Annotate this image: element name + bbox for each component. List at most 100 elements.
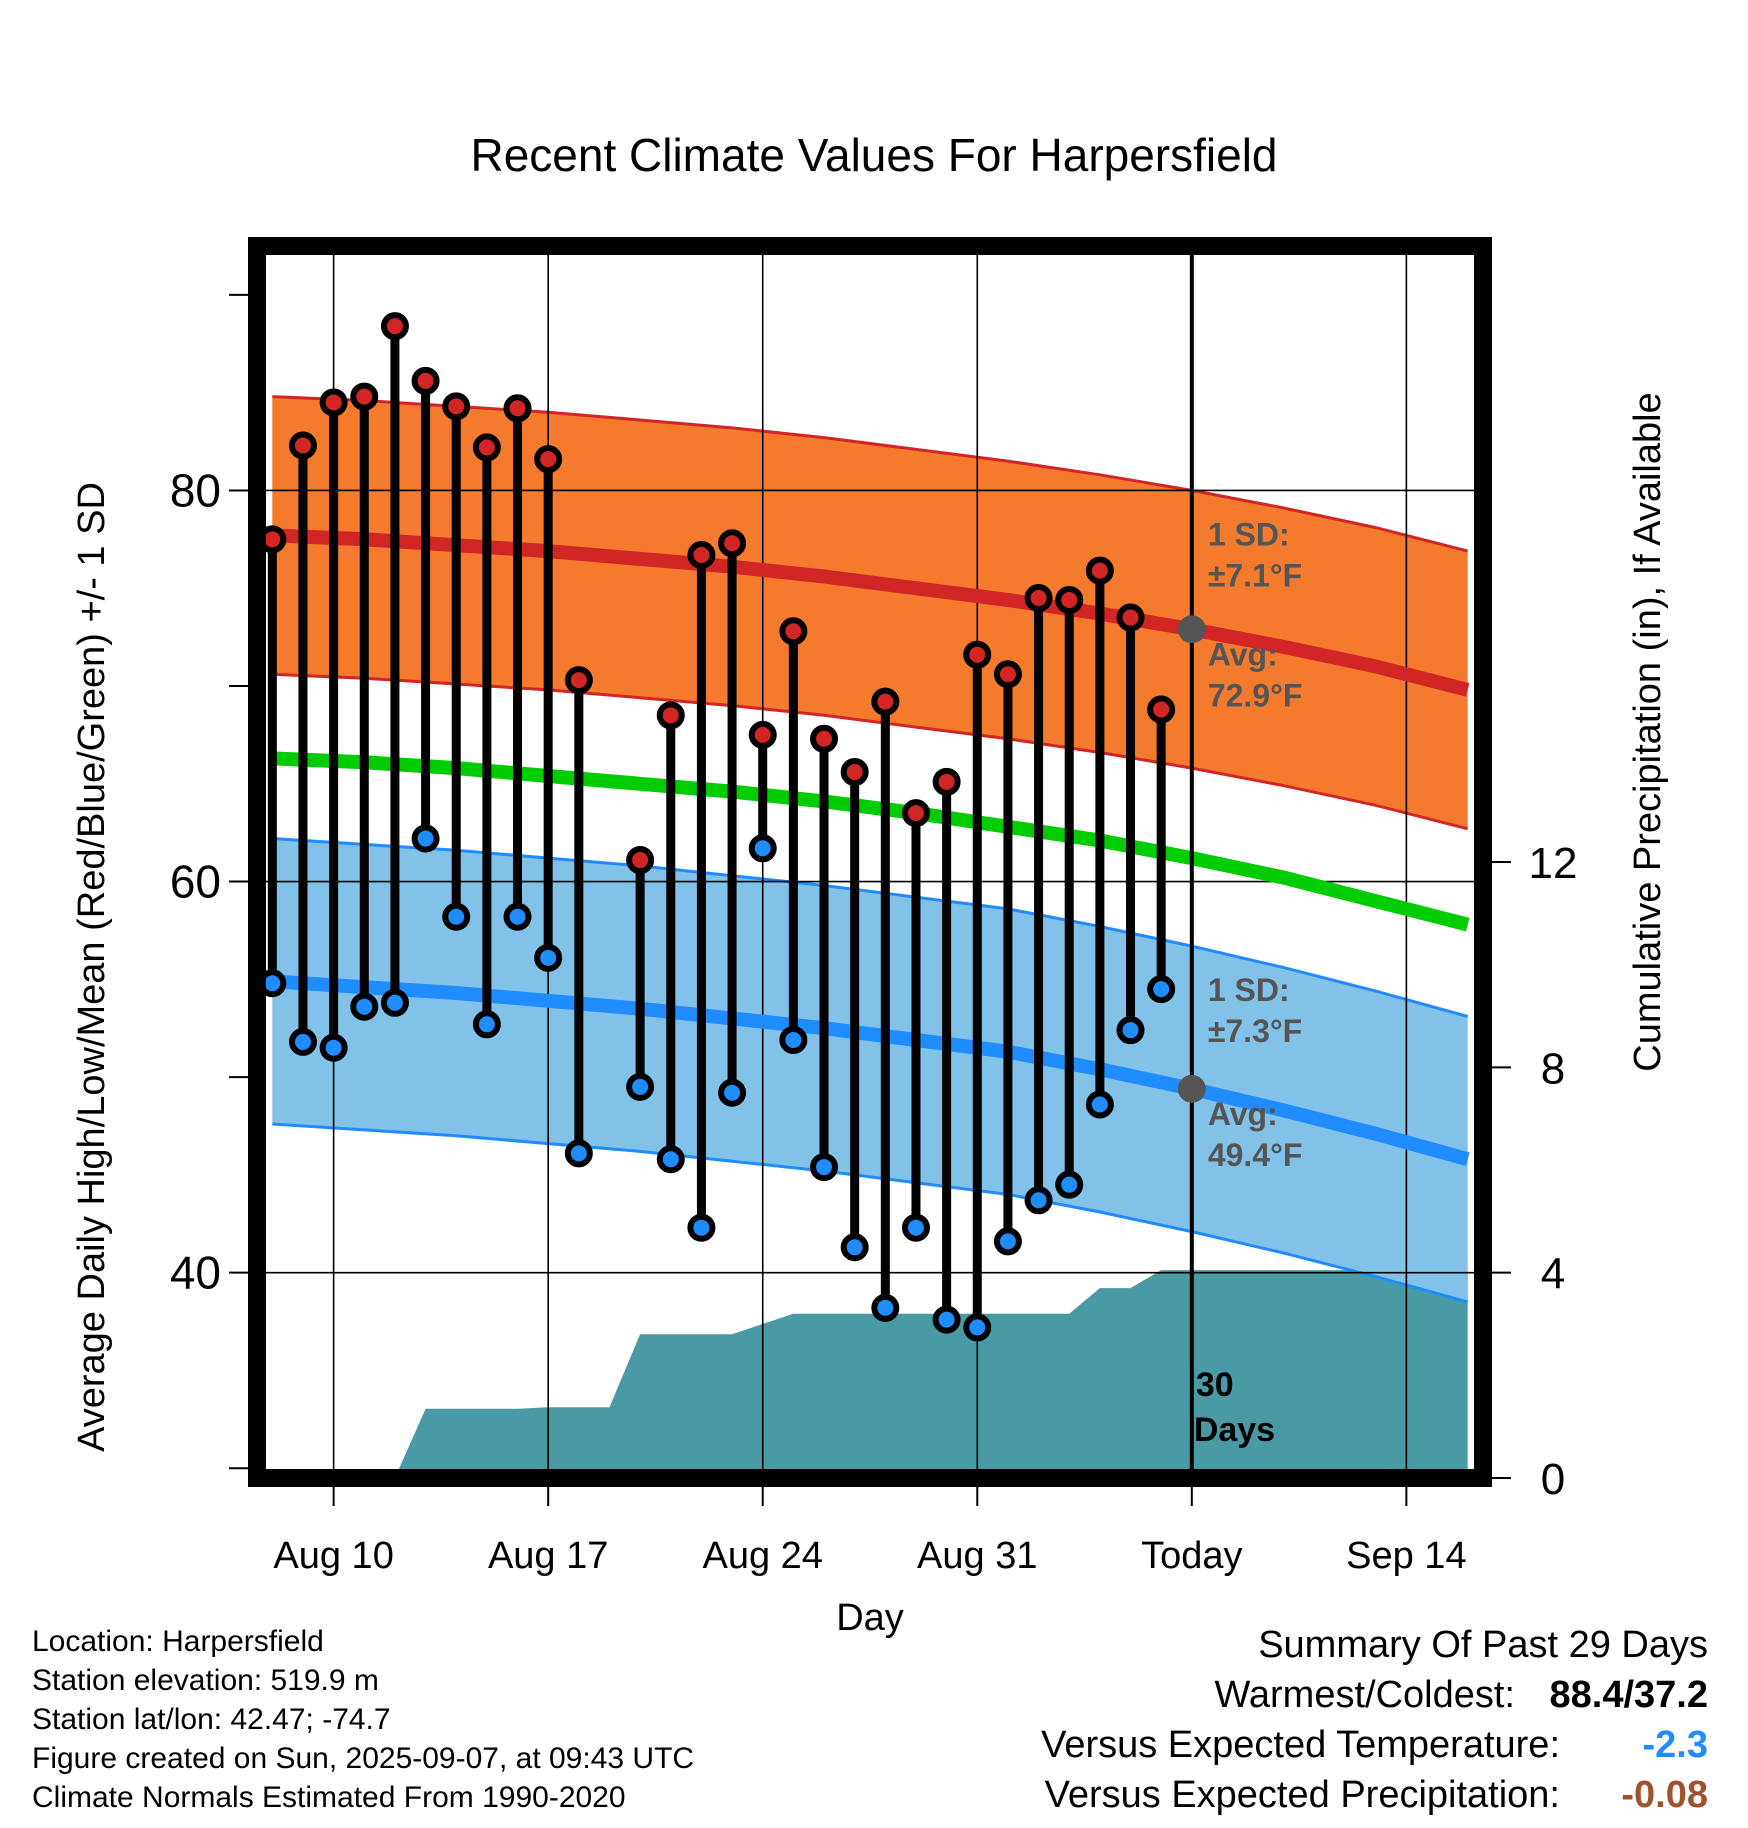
daily-low-point [656, 1145, 685, 1174]
daily-low-point [1147, 975, 1176, 1004]
daily-high-point [442, 392, 471, 421]
y2-axis-ticks [1491, 861, 1511, 1479]
y-axis-title: Average Daily High/Low/Mean (Red/Blue/Gr… [71, 482, 113, 1452]
daily-low-point [1085, 1090, 1114, 1119]
daily-high-point [564, 666, 593, 695]
high-sd-label: 1 SD: [1208, 516, 1290, 552]
daily-high-point [779, 617, 808, 646]
high-avg-value: 72.9°F [1208, 677, 1303, 713]
today-avg-high-marker [1177, 615, 1206, 644]
x-axis-ticks [332, 1486, 1408, 1506]
daily-high-point [963, 640, 992, 669]
y2-tick-label: 12 [1529, 839, 1578, 888]
daily-high-point [1085, 556, 1114, 585]
precip-anomaly-label: Versus Expected Precipitation: [1044, 1774, 1560, 1816]
low-avg-value: 49.4°F [1208, 1137, 1303, 1173]
x-tick-label: Aug 31 [917, 1535, 1037, 1577]
daily-low-point [748, 834, 777, 863]
daily-low-point [963, 1313, 992, 1342]
temp-anomaly-value: -2.3 [1642, 1724, 1708, 1766]
daily-low-point [901, 1213, 930, 1242]
daily-low-point [840, 1233, 869, 1262]
daily-low-point [411, 824, 440, 853]
precip-anomaly-row: Versus Expected Precipitation: -0.08 [1041, 1770, 1708, 1820]
daily-low-point [718, 1078, 747, 1107]
warmest-coldest-label: Warmest/Coldest: [1214, 1674, 1515, 1716]
daily-high-point [840, 758, 869, 787]
daily-low-point [472, 1010, 501, 1039]
low-avg-label: Avg: [1208, 1096, 1278, 1132]
x-tick-label: Aug 10 [273, 1535, 393, 1577]
daily-high-point [901, 799, 930, 828]
daily-high-point [687, 540, 716, 569]
y2-tick-label: 4 [1541, 1250, 1565, 1299]
daily-high-point [626, 846, 655, 875]
daily-high-point [932, 767, 961, 796]
daily-high-point [810, 724, 839, 753]
daily-high-point [411, 366, 440, 395]
low-sd-band-upper-edge [272, 837, 1469, 1018]
daily-low-point [871, 1293, 900, 1322]
high-sd-band-upper-edge [272, 395, 1469, 553]
daily-high-point [1116, 603, 1145, 632]
daily-low-point [288, 1027, 317, 1056]
x-axis-title: Day [836, 1597, 904, 1639]
latlon-text: Station lat/lon: 42.47; -74.7 [32, 1703, 391, 1736]
y2-axis-title: Cumulative Precipitation (in), If Availa… [1627, 392, 1669, 1071]
x-tick-label: Today [1141, 1535, 1242, 1577]
daily-high-point [319, 388, 348, 417]
low-sd-label: 1 SD: [1208, 972, 1290, 1008]
plot-frame [248, 237, 1492, 1487]
low-sd-value: ±7.3°F [1208, 1013, 1302, 1049]
daily-low-point [779, 1025, 808, 1054]
warmest-coldest-value: 88.4/37.2 [1549, 1674, 1708, 1716]
daily-high-point [350, 382, 379, 411]
daily-low-point [1116, 1016, 1145, 1045]
location-text: Location: Harpersfield [32, 1625, 324, 1658]
daily-low-point [319, 1033, 348, 1062]
low-sd-band-lower-edge [272, 1122, 1469, 1304]
station-info: Location: Harpersfield Station elevation… [32, 1622, 694, 1817]
high-sd-band-lower-edge [272, 672, 1469, 831]
temp-anomaly-row: Versus Expected Temperature: -2.3 [1041, 1720, 1708, 1770]
daily-low-point [564, 1139, 593, 1168]
avg-mean-line [272, 751, 1470, 932]
created-text: Figure created on Sun, 2025-09-07, at 09… [32, 1742, 695, 1775]
daily-high-point [871, 687, 900, 716]
summary-panel: Summary Of Past 29 Days Warmest/Coldest:… [1041, 1620, 1708, 1820]
x-tick-label: Aug 17 [488, 1535, 608, 1577]
daily-low-point [687, 1213, 716, 1242]
precip-area [333, 1270, 1468, 1478]
daily-low-point [534, 943, 563, 972]
daily-low-point [626, 1072, 655, 1101]
daily-low-point [810, 1153, 839, 1182]
daily-high-point [993, 660, 1022, 689]
daily-low-point [380, 988, 409, 1017]
plot-area [257, 246, 1483, 1478]
x-tick-label: Aug 24 [702, 1535, 822, 1577]
avg-high-line [272, 528, 1470, 697]
daily-high-point [472, 433, 501, 462]
low-sd-band [272, 838, 1468, 1302]
x-tick-label: Sep 14 [1346, 1535, 1466, 1577]
daily-high-point [656, 701, 685, 730]
high-sd-value: ±7.1°F [1208, 557, 1302, 593]
y2-tick-label: 0 [1541, 1455, 1565, 1504]
daily-low-point [503, 902, 532, 931]
daily-high-point [380, 312, 409, 341]
daily-high-point [503, 394, 532, 423]
temp-anomaly-label: Versus Expected Temperature: [1041, 1724, 1560, 1766]
y2-tick-label: 8 [1541, 1044, 1565, 1093]
daily-high-point [718, 529, 747, 558]
avg-low-line [271, 974, 1470, 1166]
daily-high-point [1024, 584, 1053, 612]
summary-heading: Summary Of Past 29 Days [1258, 1624, 1708, 1666]
daily-low-point [1055, 1170, 1084, 1199]
warmest-coldest-row: Warmest/Coldest: 88.4/37.2 [1041, 1670, 1708, 1720]
daily-high-point [748, 720, 777, 749]
y-tick-label: 60 [170, 856, 221, 908]
daily-low-point [442, 902, 471, 931]
daily-low-point [1024, 1186, 1053, 1215]
y-tick-label: 40 [170, 1247, 221, 1299]
